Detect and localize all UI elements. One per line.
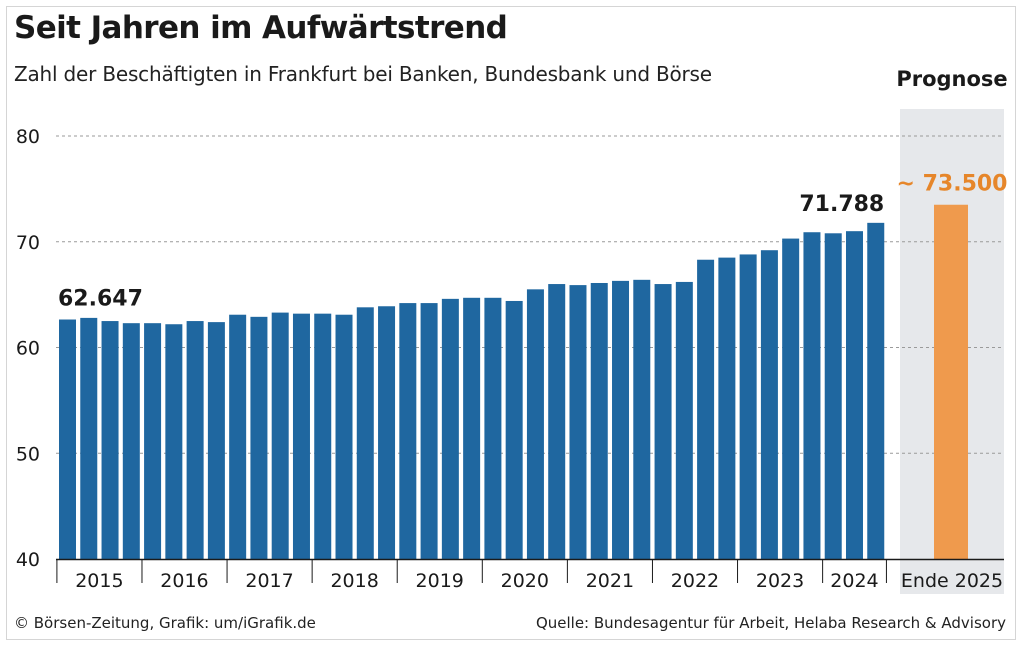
bar	[144, 323, 162, 559]
bar	[654, 284, 672, 559]
data-labels: 62.647 71.788 ~ 73.500	[58, 172, 1008, 312]
x-tick-label: 2024	[830, 570, 878, 592]
bar-chart: Prognose 40 50 60 70 80 2015 2016 2017 2018 2019…	[16, 67, 1008, 594]
bar	[845, 231, 863, 560]
bar	[718, 257, 736, 559]
bar	[633, 279, 651, 559]
bar	[335, 314, 353, 559]
chart-title: Seit Jahren im Aufwärtstrend	[14, 10, 508, 46]
x-axis: 2015 2016 2017 2018 2019 2020 2021 2022 2023 2024…	[56, 558, 1004, 592]
x-tick-label: 2021	[586, 570, 634, 592]
bar	[803, 232, 821, 560]
bar	[484, 297, 502, 559]
bar	[80, 317, 98, 559]
bar	[590, 282, 608, 559]
bar	[250, 316, 268, 559]
bar	[824, 233, 842, 560]
bar	[760, 250, 778, 559]
bar	[675, 281, 693, 559]
y-tick-label: 80	[16, 126, 40, 148]
bar	[867, 222, 885, 559]
bar	[782, 238, 800, 559]
forecast-bar	[934, 204, 968, 560]
chart-frame	[6, 6, 1016, 640]
bar	[186, 321, 204, 559]
source-text: Quelle: Bundesagentur für Arbeit, Helaba…	[535, 614, 1006, 632]
chart-subtitle: Zahl der Beschäftigten in Frankfurt bei …	[14, 62, 712, 86]
bar	[505, 300, 523, 559]
y-tick-label: 50	[16, 443, 40, 465]
bar	[122, 323, 140, 559]
x-tick-label-forecast: Ende 2025	[901, 570, 1003, 592]
bar	[697, 259, 715, 559]
x-tick-label: 2019	[416, 570, 464, 592]
x-tick-label: 2020	[501, 570, 549, 592]
bar	[441, 298, 459, 559]
bar	[569, 285, 587, 559]
bar	[59, 319, 76, 559]
credit-text: © Börsen-Zeitung, Grafik: um/iGrafik.de	[14, 614, 316, 632]
x-tick-label: 2022	[671, 570, 719, 592]
bar	[463, 297, 481, 559]
bar	[399, 303, 417, 559]
y-axis-ticks: 40 50 60 70 80	[16, 126, 40, 571]
bar	[271, 312, 289, 559]
x-tick-label: 2015	[75, 570, 123, 592]
bar	[612, 280, 630, 559]
bar	[165, 324, 183, 559]
x-tick-label: 2018	[330, 570, 378, 592]
x-tick-label: 2016	[160, 570, 208, 592]
y-tick-label: 70	[16, 232, 40, 254]
bar	[420, 303, 438, 559]
bar	[378, 306, 396, 559]
data-label-forecast: ~ 73.500	[897, 172, 1008, 197]
bar	[101, 321, 119, 559]
data-label-first: 62.647	[58, 287, 143, 312]
bar	[356, 307, 374, 559]
bar	[314, 313, 332, 559]
bar	[739, 254, 757, 559]
bar	[229, 314, 247, 559]
data-label-last: 71.788	[799, 192, 884, 217]
bars	[59, 204, 968, 560]
x-tick-label: 2023	[756, 570, 804, 592]
y-tick-label: 40	[16, 549, 40, 571]
bar	[526, 289, 544, 559]
forecast-header: Prognose	[896, 67, 1007, 91]
bar	[292, 313, 310, 559]
bar	[207, 322, 225, 559]
x-tick-label: 2017	[245, 570, 293, 592]
y-tick-label: 60	[16, 338, 40, 360]
bar	[548, 284, 566, 559]
